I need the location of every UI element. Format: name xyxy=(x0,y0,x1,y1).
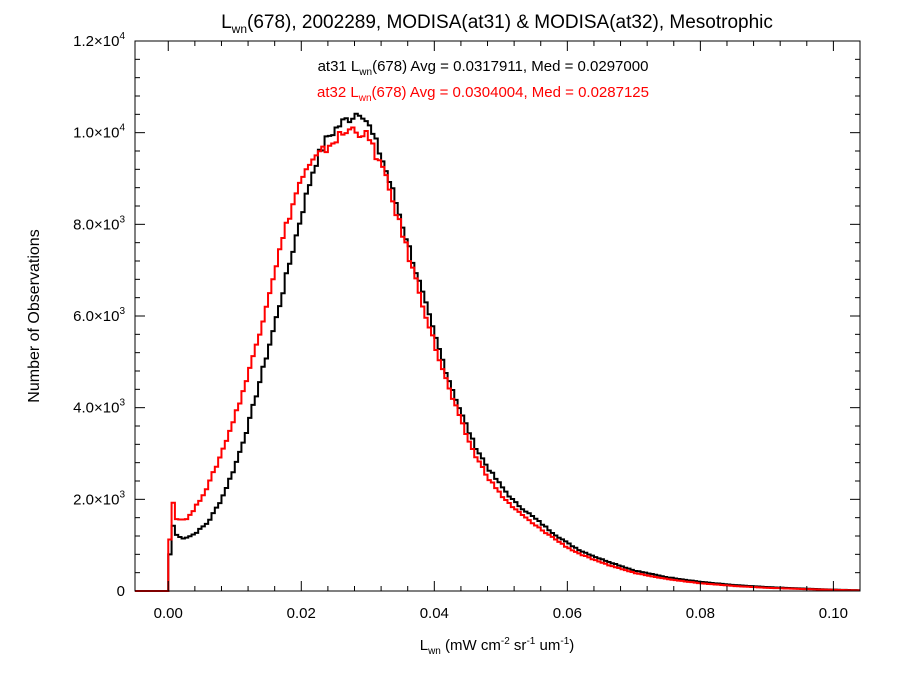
annotation-at32: at32 Lwn(678) Avg = 0.0304004, Med = 0.0… xyxy=(317,84,649,104)
chart-title-rest: (678), 2002289, MODISA(at31) & MODISA(at… xyxy=(247,12,773,33)
series-layer xyxy=(135,112,860,592)
y-tick-label: 6.0×103 xyxy=(73,306,125,325)
y-tick-label: 8.0×103 xyxy=(73,214,125,233)
y-tick-label: 2.0×103 xyxy=(73,489,125,508)
annotation-at32-pre: at32 L xyxy=(317,84,359,101)
ticks-layer xyxy=(135,40,860,592)
y-tick-label: 0 xyxy=(117,583,125,600)
annotation-at32-sub: wn xyxy=(358,93,372,104)
y-tick-label: 4.0×103 xyxy=(73,398,125,417)
x-axis-label-rest: (mW cm xyxy=(441,637,501,654)
annotation-at31-post: (678) Avg = 0.0317911, Med = 0.0297000 xyxy=(372,58,648,75)
x-tick-label: 0.02 xyxy=(287,605,316,622)
annotation-at31-pre: at31 L xyxy=(318,58,360,75)
tick-labels-layer: 0.00 0.02 0.04 0.06 0.08 0.10 0 2.0×103 4.0×103 6… xyxy=(73,31,848,622)
x-axis-label-close: ) xyxy=(569,637,574,654)
y-axis-label: Number of Observations xyxy=(26,229,43,402)
x-tick-label: 0.00 xyxy=(154,605,183,622)
y-tick-label: 1.0×104 xyxy=(73,123,125,142)
x-tick-label: 0.10 xyxy=(819,605,848,622)
x-tick-label: 0.06 xyxy=(553,605,582,622)
annotation-at31-sub: wn xyxy=(358,67,372,78)
x-axis-label-sup3: -1 xyxy=(560,636,569,647)
x-axis-label-end: um xyxy=(535,637,560,654)
chart-title-subscript: wn xyxy=(231,22,247,36)
series-line-at32 xyxy=(135,126,860,592)
plot-frame xyxy=(134,40,861,592)
x-axis-label-prefix: L xyxy=(420,637,428,654)
x-tick-label: 0.08 xyxy=(686,605,715,622)
x-axis-label-sub: wn xyxy=(427,646,441,657)
x-tick-label: 0.04 xyxy=(420,605,449,622)
x-axis-label-sup2: -1 xyxy=(526,636,535,647)
annotation-at32-post: (678) Avg = 0.0304004, Med = 0.0287125 xyxy=(372,84,649,101)
chart-title-prefix: L xyxy=(221,12,232,33)
annotation-at31: at31 Lwn(678) Avg = 0.0317911, Med = 0.0… xyxy=(318,58,649,78)
x-axis-label-sup1: -2 xyxy=(501,636,510,647)
x-axis-label-mid: sr xyxy=(510,637,527,654)
y-tick-label: 1.2×104 xyxy=(73,31,125,50)
chart-title: Lwn(678), 2002289, MODISA(at31) & MODISA… xyxy=(221,12,773,36)
x-axis-label: Lwn (mW cm-2 sr-1 um-1) xyxy=(420,636,575,657)
